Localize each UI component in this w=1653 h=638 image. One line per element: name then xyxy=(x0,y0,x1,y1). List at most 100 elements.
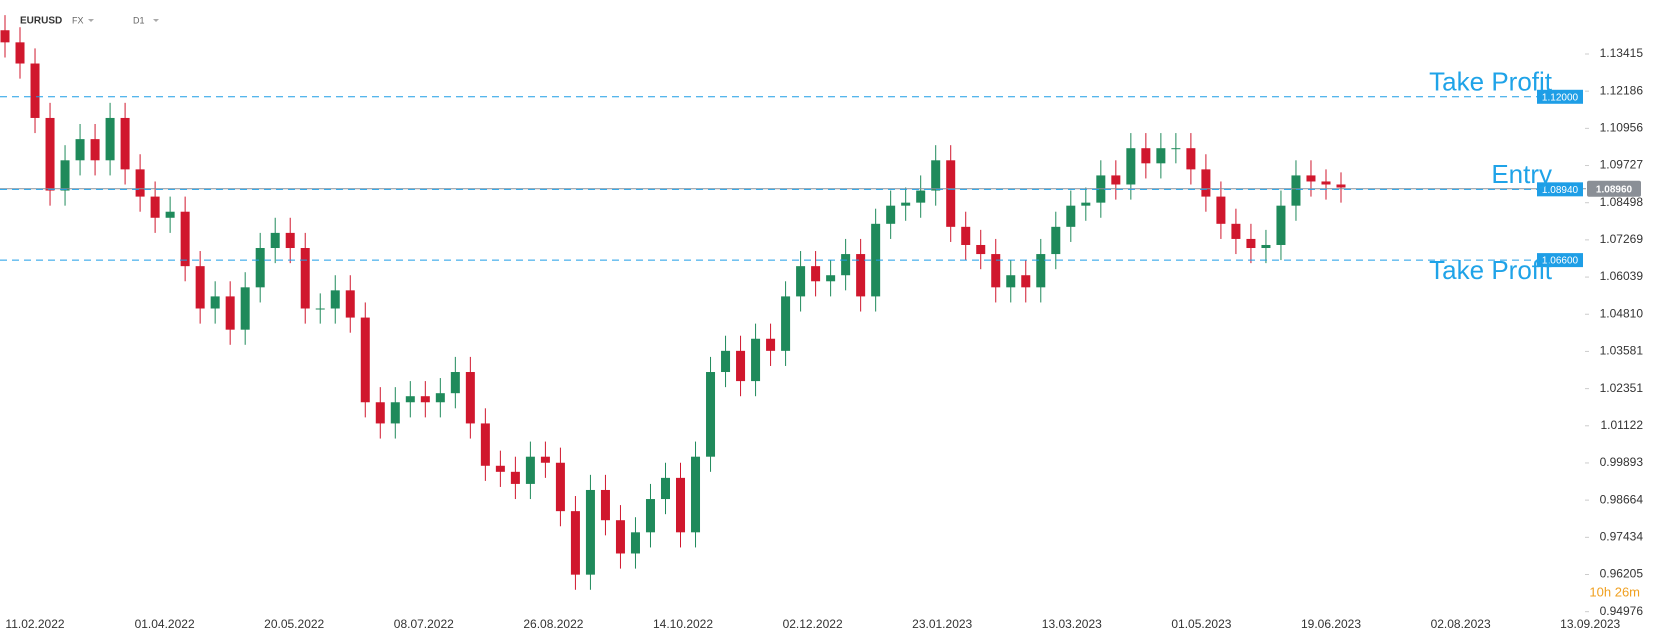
candle-body xyxy=(1036,254,1046,288)
candle-body xyxy=(345,290,355,318)
x-tick-label: 02.08.2023 xyxy=(1431,617,1491,631)
dropdown-arrow[interactable] xyxy=(88,19,94,22)
candle-body xyxy=(240,287,250,330)
x-tick-label: 01.05.2023 xyxy=(1171,617,1231,631)
candle-body xyxy=(1081,202,1091,206)
candle-body xyxy=(645,499,655,533)
last-price-label: 1.08960 xyxy=(1596,184,1633,195)
dropdown-arrow[interactable] xyxy=(153,19,159,22)
candle-body xyxy=(450,372,460,394)
candle-body xyxy=(405,396,415,403)
candle-body xyxy=(1321,181,1331,185)
candle-body xyxy=(706,372,716,457)
x-tick-label: 23.01.2023 xyxy=(912,617,972,631)
candle-body xyxy=(660,477,670,500)
candle-body xyxy=(946,160,956,227)
y-tick-label: 1.13415 xyxy=(1600,46,1644,60)
candle-body xyxy=(600,489,610,521)
candle-body xyxy=(886,205,896,224)
candle-body xyxy=(105,117,115,161)
candle-body xyxy=(826,275,836,282)
x-tick-label: 11.02.2022 xyxy=(5,617,64,631)
candle-body xyxy=(1141,148,1151,164)
timeframe[interactable]: D1 xyxy=(133,15,145,25)
level-price-label: 1.12000 xyxy=(1542,92,1579,103)
candle-body xyxy=(570,511,580,575)
y-tick-label: 0.98664 xyxy=(1600,492,1644,506)
candle-body xyxy=(751,338,761,382)
candle-body xyxy=(691,456,701,533)
candle-body xyxy=(1216,196,1226,224)
candle-body xyxy=(255,248,265,288)
candle-body xyxy=(30,63,40,118)
candle-body xyxy=(736,350,746,382)
y-tick-label: 0.94976 xyxy=(1600,604,1644,618)
candle-body xyxy=(285,232,295,249)
candle-body xyxy=(766,338,776,351)
candle-body xyxy=(1006,275,1016,288)
symbol[interactable]: EURUSD xyxy=(20,16,62,27)
candle-body xyxy=(1126,148,1136,185)
candle-body xyxy=(1066,205,1076,227)
candle-body xyxy=(1336,184,1346,188)
y-tick-label: 1.02351 xyxy=(1600,381,1644,395)
candle-body xyxy=(781,296,791,351)
candle-body xyxy=(1186,148,1196,170)
candle-body xyxy=(1246,238,1256,249)
y-tick-label: 1.09727 xyxy=(1600,158,1644,172)
candle-body xyxy=(841,254,851,276)
candle-body xyxy=(1156,148,1166,164)
candle-body xyxy=(585,489,595,575)
candle-body xyxy=(931,160,941,191)
candle-body xyxy=(420,396,430,403)
level-name: Take Profit xyxy=(1429,255,1553,285)
y-tick-label: 1.12186 xyxy=(1600,83,1644,97)
level-tag xyxy=(1537,182,1583,197)
candle-body xyxy=(495,465,505,472)
candle-body xyxy=(796,266,806,297)
candle-body xyxy=(60,160,70,191)
candle-body xyxy=(480,423,490,466)
y-tick-label: 1.10956 xyxy=(1600,121,1644,135)
level-name: Take Profit xyxy=(1429,67,1553,97)
x-tick-label: 19.06.2023 xyxy=(1301,617,1361,631)
x-tick-label: 14.10.2022 xyxy=(653,617,713,631)
y-tick-label: 1.01122 xyxy=(1601,418,1644,432)
candle-body xyxy=(15,42,25,64)
x-tick-label: 01.04.2022 xyxy=(135,617,195,631)
candle-body xyxy=(721,350,731,373)
x-tick-label: 20.05.2022 xyxy=(264,617,324,631)
y-tick-label: 1.08498 xyxy=(1600,195,1644,209)
candle-body xyxy=(1231,223,1241,239)
candle-body xyxy=(1201,169,1211,197)
y-tick-label: 0.96205 xyxy=(1600,567,1644,581)
last-price-tag xyxy=(1587,180,1641,197)
candle-body xyxy=(676,477,686,533)
candle-body xyxy=(525,456,535,484)
x-tick-label: 08.07.2022 xyxy=(394,617,454,631)
level-name: Entry xyxy=(1491,159,1552,189)
countdown-timer: 10h 26m xyxy=(1589,584,1640,599)
candle-body xyxy=(210,296,220,309)
market[interactable]: FX xyxy=(72,15,84,25)
x-tick-label: 13.03.2023 xyxy=(1042,617,1102,631)
level-price-label: 1.06600 xyxy=(1542,256,1579,267)
level-tag xyxy=(1537,253,1583,268)
candle-body xyxy=(300,248,310,309)
x-tick-label: 26.08.2022 xyxy=(523,617,583,631)
candle-body xyxy=(976,244,986,255)
candle-body xyxy=(1291,175,1301,206)
candle-body xyxy=(510,471,520,484)
candle-body xyxy=(390,402,400,424)
x-tick-label: 13.09.2023 xyxy=(1560,617,1620,631)
y-tick-label: 0.99893 xyxy=(1600,455,1644,469)
candle-body xyxy=(1051,226,1061,255)
candle-body xyxy=(315,308,325,310)
candle-body xyxy=(165,211,175,218)
candle-body xyxy=(1111,175,1121,185)
y-tick-label: 1.06039 xyxy=(1600,269,1644,283)
y-tick-label: 1.07269 xyxy=(1600,232,1644,246)
level-price-label: 1.08940 xyxy=(1542,185,1579,196)
